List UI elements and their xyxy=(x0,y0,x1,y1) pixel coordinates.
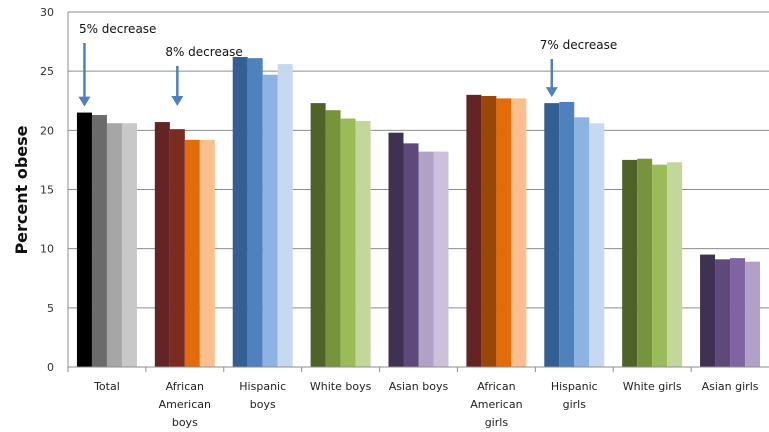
bar xyxy=(154,122,170,367)
bar xyxy=(355,120,371,367)
annotation-arrow-head xyxy=(545,87,558,98)
bar xyxy=(511,98,527,367)
bar xyxy=(403,143,419,367)
bar xyxy=(184,139,200,367)
annotation-label: 7% decrease xyxy=(540,38,618,52)
bar xyxy=(481,96,497,368)
x-tick-label: Asian girls xyxy=(702,380,759,393)
x-tick-label: girls xyxy=(485,416,509,429)
x-tick-label: White boys xyxy=(310,380,372,393)
annotation-arrow-head xyxy=(78,96,91,107)
bar xyxy=(340,118,356,367)
annotation-label: 5% decrease xyxy=(79,22,157,36)
bar xyxy=(637,158,653,367)
x-tick-label: American xyxy=(159,398,211,411)
x-tick-label: American xyxy=(470,398,522,411)
x-tick-label: African xyxy=(166,380,204,393)
bar xyxy=(91,114,107,367)
bar xyxy=(715,259,731,367)
bar xyxy=(574,117,590,367)
bar xyxy=(433,151,449,367)
y-tick-label: 10 xyxy=(40,243,54,256)
bar xyxy=(496,98,512,367)
x-tick-label: Asian boys xyxy=(389,380,449,393)
x-tick-label: Hispanic xyxy=(239,380,286,393)
y-tick-label: 25 xyxy=(40,65,54,78)
y-tick-label: 0 xyxy=(47,361,54,374)
x-tick-label: boys xyxy=(250,398,276,411)
bar xyxy=(544,103,560,367)
bar xyxy=(106,123,122,367)
bar xyxy=(652,164,668,367)
annotation-label: 8% decrease xyxy=(165,45,243,59)
y-tick-label: 15 xyxy=(40,184,54,197)
x-tick-label: girls xyxy=(563,398,587,411)
bar xyxy=(76,112,92,367)
x-tick-label: White girls xyxy=(623,380,682,393)
bar xyxy=(622,159,638,367)
y-axis-label: Percent obese xyxy=(12,125,31,254)
y-tick-label: 30 xyxy=(40,6,54,19)
bar xyxy=(559,101,575,367)
bar xyxy=(418,151,434,367)
x-axis: Total African American boys Hispanic boys Whit… xyxy=(67,366,769,429)
bar xyxy=(121,123,137,367)
x-tick-label: boys xyxy=(172,416,198,429)
bar xyxy=(745,261,761,367)
x-tick-label: Total xyxy=(93,380,120,393)
x-tick-label: African xyxy=(477,380,515,393)
y-axis: 0 5 10 15 20 25 30 xyxy=(40,6,69,374)
bar xyxy=(310,103,326,367)
bar xyxy=(325,110,341,367)
bar xyxy=(247,58,263,368)
y-tick-label: 5 xyxy=(47,302,54,315)
bar xyxy=(232,56,248,367)
annotations: 5% decrease 8% decrease 7% decrease xyxy=(78,22,617,107)
annotation-arrow-head xyxy=(171,96,184,107)
bar xyxy=(466,94,482,367)
bar xyxy=(262,74,278,367)
bar xyxy=(589,123,605,367)
bar xyxy=(277,64,293,368)
bar xyxy=(700,254,716,367)
bar xyxy=(199,139,215,367)
bar xyxy=(388,132,404,367)
y-tick-label: 20 xyxy=(40,124,54,137)
bar xyxy=(667,162,683,367)
bar xyxy=(169,129,185,367)
bar xyxy=(730,258,746,367)
x-tick-label: Hispanic xyxy=(551,380,598,393)
bars xyxy=(76,56,761,368)
